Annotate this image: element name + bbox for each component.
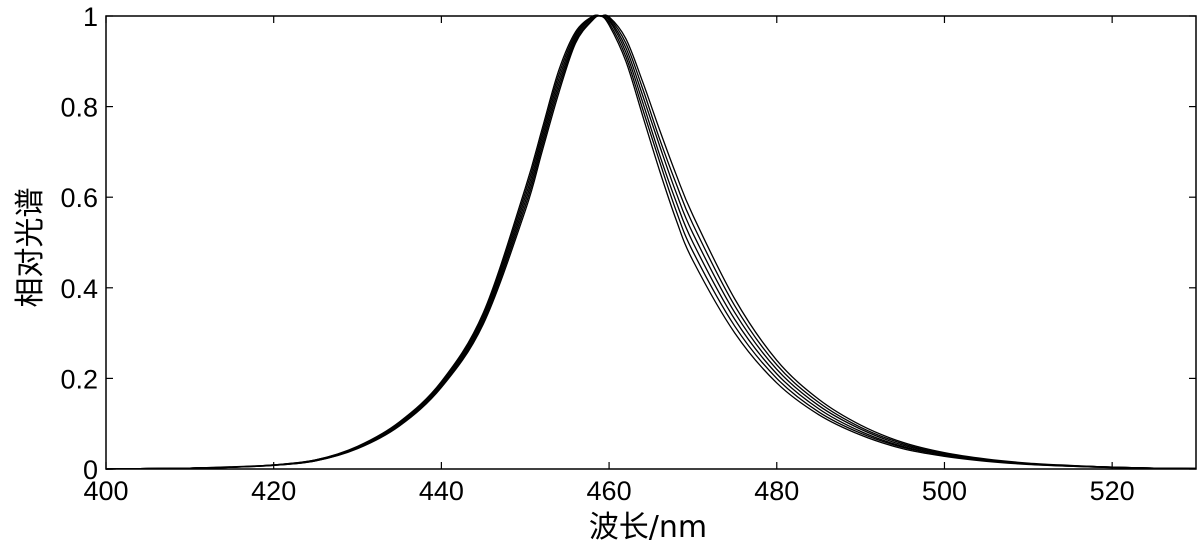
x-axis-title: 波长/nm: [589, 510, 707, 545]
series-line-4: [105, 14, 1197, 470]
series-line-3: [105, 14, 1197, 470]
y-tick-label: 0.2: [60, 364, 98, 394]
series-line-2: [105, 15, 1197, 470]
y-tick-label: 0.8: [60, 93, 98, 123]
x-tick-label: 500: [922, 476, 967, 506]
series-line-5: [105, 14, 1197, 470]
x-tick-label: 460: [587, 476, 632, 506]
tick-label-layer: 400 420 440 460 480 500 520 0 0.2 0.4 0.6 0.8 1: [60, 2, 1134, 506]
y-axis-title: 相对光谱: [13, 188, 48, 308]
x-tick-label: 420: [251, 476, 296, 506]
y-tick-label: 0.6: [60, 183, 98, 213]
y-tick-label: 0.4: [60, 274, 98, 304]
series-line-6: [105, 14, 1197, 470]
x-tick-label: 480: [754, 476, 799, 506]
x-tick-label: 440: [419, 476, 464, 506]
tick-layer: [105, 15, 1196, 470]
series-layer: [105, 14, 1197, 470]
series-line-1: [105, 15, 1197, 470]
x-tick-label: 520: [1090, 476, 1135, 506]
plot-frame: [105, 15, 1197, 470]
x-tick-label: 400: [83, 476, 128, 506]
y-tick-label: 0: [83, 455, 98, 485]
y-tick-label: 1: [83, 2, 98, 32]
